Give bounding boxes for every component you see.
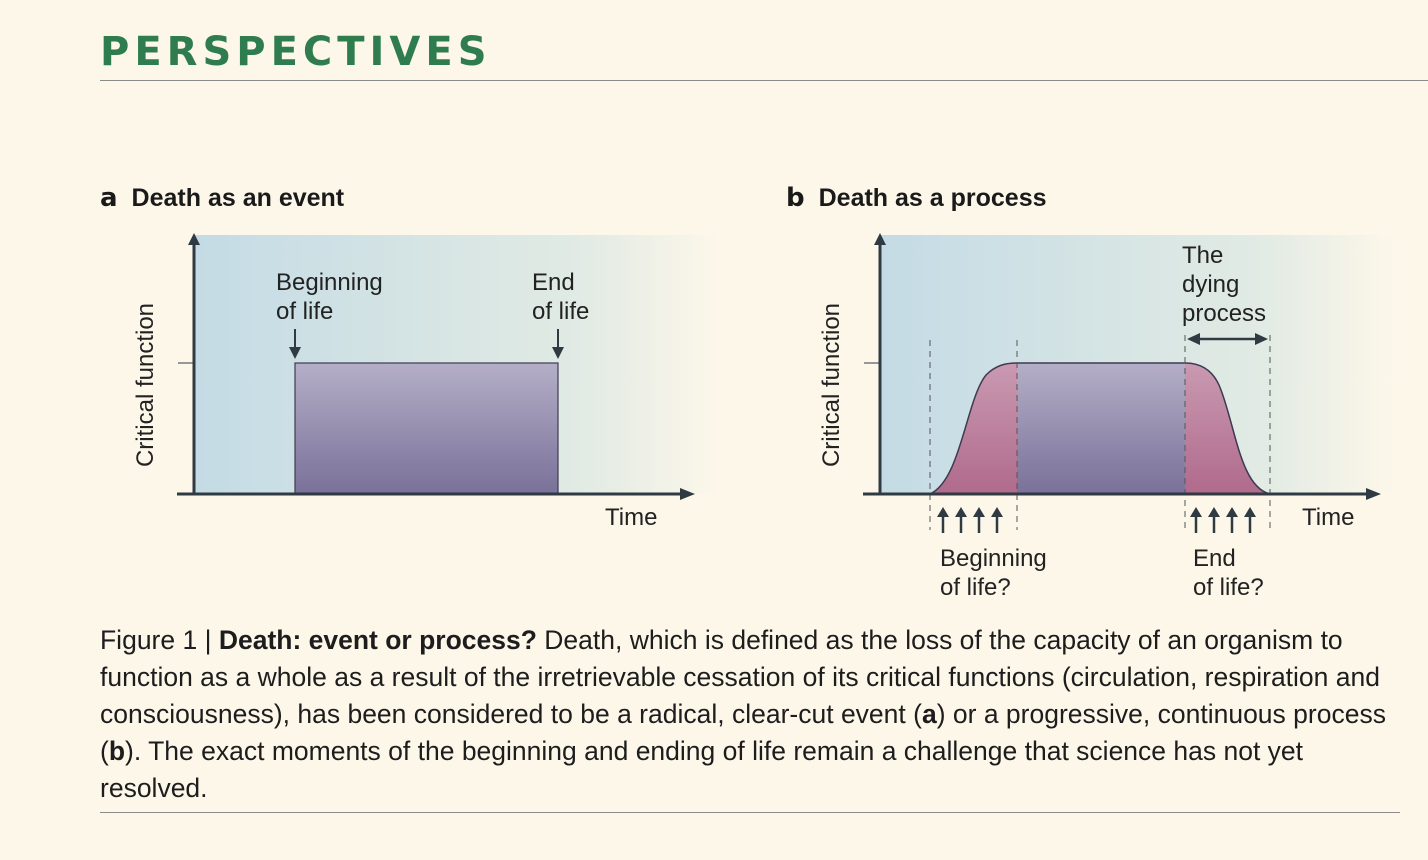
beginning-label-line-2: of life: [276, 298, 333, 325]
section-title: PERSPECTIVES: [100, 29, 492, 75]
beginning-arrow-head: [289, 347, 301, 359]
x-axis-label: Time: [1302, 504, 1354, 531]
end-arrow-head: [552, 347, 564, 359]
end-label-line-1: End: [532, 269, 575, 296]
dying-process-arrow-right: [1255, 333, 1268, 345]
footer-divider: [100, 812, 1400, 813]
panel-a-letter: a: [100, 183, 118, 213]
rising-phase: [930, 363, 1017, 494]
panel-b-diagram: Critical function Time The dying process…: [818, 233, 1396, 601]
y-axis-label: Critical function: [132, 303, 159, 467]
figure-title: Death: event or process?: [218, 625, 537, 655]
beginning-label-line-2: of life?: [940, 574, 1011, 601]
panel-b-title: Death as a process: [818, 184, 1047, 212]
figure-caption: Figure 1 | Death: event or process? Deat…: [100, 622, 1400, 807]
beginning-label-line-1: Beginning: [940, 545, 1047, 572]
panel-b-letter: b: [786, 183, 805, 213]
figure-number: Figure 1 |: [100, 625, 219, 655]
plateau-block: [1017, 363, 1185, 494]
y-axis-label: Critical function: [818, 303, 845, 467]
end-up-arrows: [1190, 507, 1256, 533]
end-label-line-2: of life: [532, 298, 589, 325]
beginning-up-arrows: [937, 507, 1003, 533]
beginning-label-line-1: Beginning: [276, 269, 383, 296]
caption-text-1: Death, which is defined as the loss of t…: [100, 625, 1380, 729]
x-axis-arrowhead: [1366, 488, 1381, 500]
panel-b-label: b Death as a process: [786, 183, 1047, 213]
dying-label-line-3: process: [1182, 300, 1266, 327]
dying-label-line-2: dying: [1182, 271, 1239, 298]
dying-phase: [1185, 363, 1270, 494]
y-axis-arrowhead: [188, 233, 200, 245]
caption-text-2: ) or a progressive, continuous process (: [100, 699, 1386, 766]
x-axis-label: Time: [605, 504, 657, 531]
end-label-line-1: End: [1193, 545, 1236, 572]
caption-ref-a: a: [921, 699, 937, 729]
panel-a-diagram: Critical function Time Beginning of life…: [132, 233, 720, 531]
panel-a-label: a Death as an event: [100, 183, 344, 213]
caption-text-3: ). The exact moments of the beginning an…: [100, 736, 1304, 803]
x-axis-arrowhead: [680, 488, 695, 500]
dying-label-line-1: The: [1182, 242, 1223, 269]
y-axis-arrowhead: [874, 233, 886, 245]
life-block: [294, 362, 559, 495]
header-divider: [100, 80, 1428, 81]
panel-a-title: Death as an event: [131, 184, 345, 212]
caption-ref-b: b: [108, 736, 126, 766]
dying-process-arrow-left: [1187, 333, 1200, 345]
end-label-line-2: of life?: [1193, 574, 1264, 601]
